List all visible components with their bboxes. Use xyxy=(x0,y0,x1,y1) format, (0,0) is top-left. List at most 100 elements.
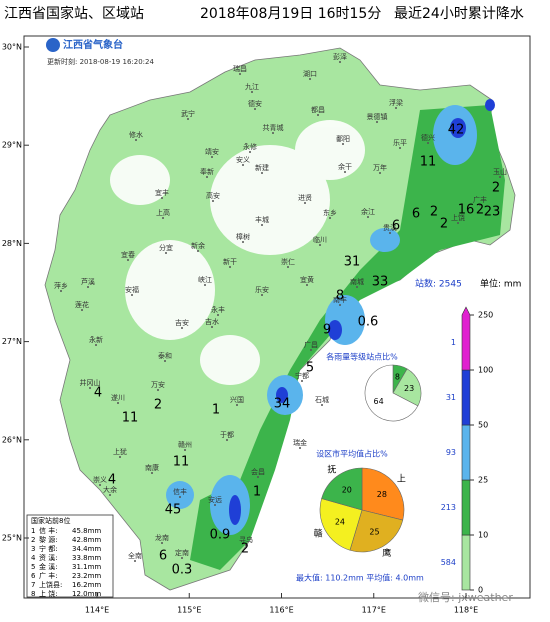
top-station-cell: 45.8mm xyxy=(72,527,101,535)
city-dot xyxy=(242,164,244,166)
city-dot xyxy=(261,172,263,174)
city-name: 分宜 xyxy=(159,243,173,252)
city-name: 都昌 xyxy=(311,106,325,114)
title: 江西省国家站、区域站 xyxy=(4,5,144,22)
pie-slice xyxy=(349,509,404,553)
legend-count: 31 xyxy=(446,393,456,402)
city-dot xyxy=(161,542,163,544)
city-dot xyxy=(60,290,62,292)
city-dot xyxy=(389,232,391,234)
city-dot xyxy=(249,151,251,153)
rain-value: 4 xyxy=(108,473,116,488)
city-dot xyxy=(499,176,501,178)
city-dot xyxy=(356,286,358,288)
rain-value: 4 xyxy=(94,386,102,401)
pie-slice xyxy=(361,467,405,521)
rain-value: 9 xyxy=(323,323,331,338)
top-station-cell: 16.2mm xyxy=(72,581,101,589)
update-time: 更新时刻: 2018-08-19 16:20:24 xyxy=(47,57,154,66)
city-name: 宜春 xyxy=(121,250,135,259)
city-name: 井冈山 xyxy=(80,378,101,387)
city-dot xyxy=(321,404,323,406)
city-name: 湖口 xyxy=(303,69,317,78)
rain-value: 34 xyxy=(274,397,291,412)
top-station-cell: 5 xyxy=(31,563,35,571)
city-name: 上高 xyxy=(156,208,170,217)
lon-label: 118°E xyxy=(454,606,478,615)
pie-slice xyxy=(364,364,419,422)
legend-level: 100 xyxy=(478,366,493,375)
city-dot xyxy=(187,118,189,120)
city-name: 宁都 xyxy=(295,371,309,380)
city-dot xyxy=(399,147,401,149)
logo-text: 江西省气象台 xyxy=(63,38,123,51)
dry-area xyxy=(110,120,365,385)
city-dot xyxy=(242,241,244,243)
city-name: 南丰 xyxy=(333,295,347,304)
top-station-cell: 上 饶: xyxy=(39,589,58,598)
city-name: 永修 xyxy=(243,142,257,151)
city-name: 泰和 xyxy=(158,351,172,360)
city-dot xyxy=(161,197,163,199)
city-name: 奉新 xyxy=(200,167,214,176)
legend-count: 1 xyxy=(451,338,456,347)
city-name: 彭泽 xyxy=(333,52,347,61)
legend-swatch xyxy=(461,369,471,426)
city-dot xyxy=(261,294,263,296)
city-dot xyxy=(236,404,238,406)
city-name: 信丰 xyxy=(173,487,187,496)
city-name: 乐平 xyxy=(393,138,407,147)
city-dot xyxy=(117,402,119,404)
city-dot xyxy=(309,78,311,80)
lat-label: 26°N xyxy=(2,435,22,444)
lat-label: 25°N xyxy=(2,534,22,543)
city-name: 石城 xyxy=(315,396,329,404)
lat-label: 29°N xyxy=(2,141,22,150)
city-dot xyxy=(217,314,219,316)
city-dot xyxy=(239,73,241,75)
city-dot xyxy=(379,172,381,174)
city-name: 宜黄 xyxy=(300,275,314,284)
city-dot xyxy=(251,91,253,93)
lat-label: 30°N xyxy=(2,43,22,52)
city-name: 崇义 xyxy=(93,476,107,484)
top-station-cell: 2 xyxy=(31,536,35,544)
city-name: 玉山 xyxy=(493,167,507,176)
city-name: 进贤 xyxy=(298,193,312,202)
city-dot xyxy=(299,447,301,449)
top-station-cell: 4 xyxy=(31,554,36,562)
city-name: 丰城 xyxy=(255,215,269,224)
top-station-cell: 31.1mm xyxy=(72,563,101,571)
pie-value: 25 xyxy=(369,527,379,536)
rain-value: 2 xyxy=(440,217,448,232)
city-dot xyxy=(119,456,121,458)
top-station-cell: 6 xyxy=(31,572,36,580)
city-dot xyxy=(157,389,159,391)
legend-level: 0 xyxy=(478,586,483,595)
city-dot xyxy=(304,202,306,204)
city-dot xyxy=(342,143,344,145)
top-station-cell: 23.2mm xyxy=(72,572,101,580)
city-dot xyxy=(317,114,319,116)
top-station-cell: 8 xyxy=(31,590,35,598)
city-name: 德兴 xyxy=(421,133,435,142)
city-name: 萍乡 xyxy=(54,281,68,290)
city-name: 峡江 xyxy=(198,275,212,284)
city-name: 南康 xyxy=(145,463,159,472)
city-name: 宜丰 xyxy=(155,188,169,197)
top-stations-box xyxy=(26,514,114,598)
city-name: 寻乌 xyxy=(239,535,253,544)
city-dot xyxy=(134,560,136,562)
unit: 单位: mm xyxy=(480,278,521,290)
stats: 最大值: 110.2mm 平均值: 4.0mm xyxy=(296,573,424,583)
city-dot xyxy=(162,217,164,219)
rain-value: 11 xyxy=(173,455,190,470)
city-name: 上犹 xyxy=(113,447,127,456)
legend-swatch xyxy=(461,306,471,371)
pie-value: 8 xyxy=(395,372,400,381)
rain-value: 8 xyxy=(336,289,344,304)
city-name: 崇仁 xyxy=(281,257,295,266)
city-name: 靖安 xyxy=(205,147,219,156)
city-name: 临川 xyxy=(313,235,327,244)
city-name: 修水 xyxy=(129,130,143,139)
